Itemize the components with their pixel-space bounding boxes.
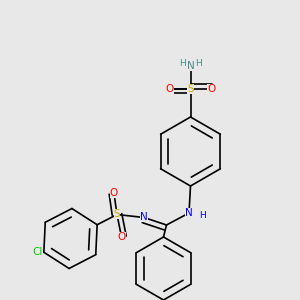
Text: O: O — [207, 83, 216, 94]
Text: S: S — [187, 83, 194, 94]
Text: O: O — [165, 83, 174, 94]
Text: H: H — [196, 58, 202, 68]
Text: O: O — [117, 232, 126, 242]
Text: S: S — [114, 209, 120, 220]
Text: N: N — [185, 208, 193, 218]
Text: N: N — [140, 212, 148, 223]
Text: O: O — [110, 188, 118, 199]
Text: N: N — [187, 61, 194, 71]
Text: Cl: Cl — [33, 247, 43, 257]
Text: H: H — [179, 58, 185, 68]
Text: H: H — [199, 212, 206, 220]
